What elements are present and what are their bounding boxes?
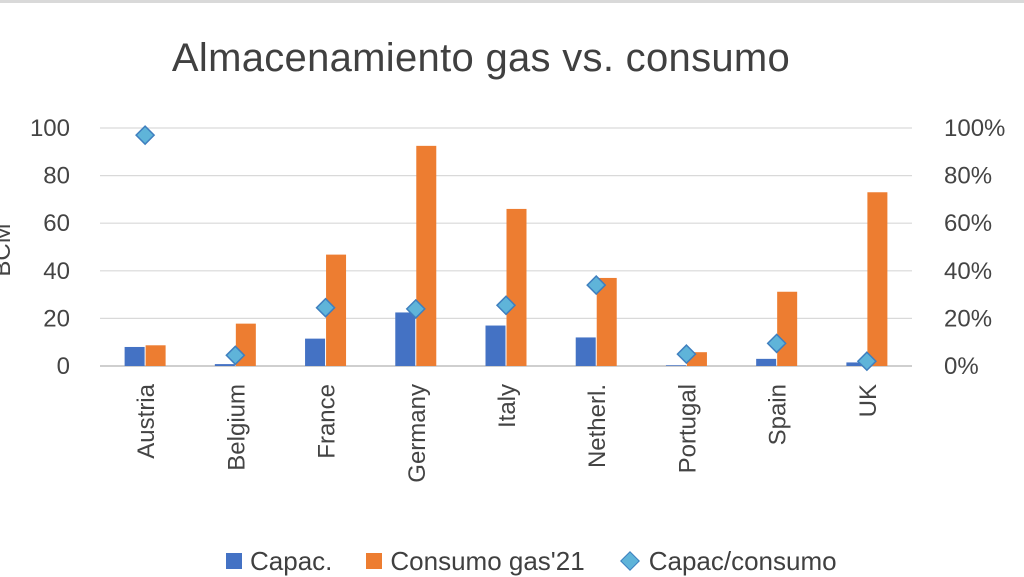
y-tick-label: 100 xyxy=(30,115,70,142)
marker-ratio xyxy=(766,333,787,354)
x-category-label: Austria xyxy=(133,383,160,458)
y-tick-label: 0 xyxy=(57,353,70,380)
legend-item-capac: Capac. xyxy=(226,546,332,577)
legend-swatch-consumo xyxy=(366,553,383,569)
bar-consumo xyxy=(506,208,527,366)
y-tick-label: 40 xyxy=(43,258,70,285)
bar-capac xyxy=(395,312,416,366)
marker-ratio xyxy=(676,344,697,365)
bar-consumo xyxy=(596,277,617,366)
bar-capac xyxy=(575,337,596,366)
top-border xyxy=(0,0,1024,3)
y-axis-label: BCM xyxy=(0,223,16,276)
y2-tick-label: 0% xyxy=(944,353,979,380)
bar-consumo xyxy=(145,345,166,366)
marker-ratio xyxy=(856,351,877,372)
y2-tick-label: 20% xyxy=(944,305,992,332)
bar-capac xyxy=(665,365,686,366)
bar-consumo xyxy=(416,145,437,366)
marker-ratio xyxy=(225,345,246,366)
bar-capac xyxy=(756,358,777,366)
marker-ratio xyxy=(495,295,517,316)
bar-consumo xyxy=(777,291,798,366)
bar-consumo xyxy=(867,192,888,366)
y2-tick-label: 80% xyxy=(944,163,992,190)
legend-item-consumo: Consumo gas'21 xyxy=(366,545,585,577)
x-category-label: Spain xyxy=(765,384,792,445)
bar-capac xyxy=(305,338,326,366)
legend-label-consumo: Consumo gas'21 xyxy=(390,545,585,576)
legend-label-ratio: Capac/consumo xyxy=(648,545,837,576)
x-category-label: Italy xyxy=(494,384,521,428)
legend-label-capac: Capac. xyxy=(250,545,333,576)
x-category-label: Portugal xyxy=(674,384,701,473)
y-tick-label: 20 xyxy=(43,305,70,332)
y-tick-label: 60 xyxy=(43,210,70,237)
chart-legend: Capac. Consumo gas'21 Capac/consumo xyxy=(226,546,871,576)
y2-tick-label: 40% xyxy=(944,258,992,285)
y2-tick-label: 100% xyxy=(944,115,1005,142)
x-category-label: Belgium xyxy=(223,384,250,471)
marker-ratio xyxy=(315,297,336,318)
y2-tick-label: 60% xyxy=(944,210,992,237)
legend-item-ratio: Capac/consumo xyxy=(619,546,837,577)
marker-ratio xyxy=(135,125,156,146)
legend-swatch-capac xyxy=(226,553,242,569)
marker-ratio xyxy=(586,275,607,296)
y-tick-label: 80 xyxy=(43,163,70,190)
bar-consumo xyxy=(326,254,347,366)
marker-ratio xyxy=(405,298,426,319)
bar-capac xyxy=(846,362,867,366)
x-category-label: Germany xyxy=(404,384,431,483)
bar-capac xyxy=(214,364,235,366)
bar-capac xyxy=(124,346,145,366)
x-category-label: France xyxy=(314,384,341,459)
chart-title: Almacenamiento gas vs. consumo xyxy=(171,36,791,80)
x-category-label: UK xyxy=(855,384,882,417)
legend-marker-ratio xyxy=(619,551,640,571)
x-category-label: Netherl. xyxy=(584,384,611,468)
bar-capac xyxy=(485,325,506,366)
